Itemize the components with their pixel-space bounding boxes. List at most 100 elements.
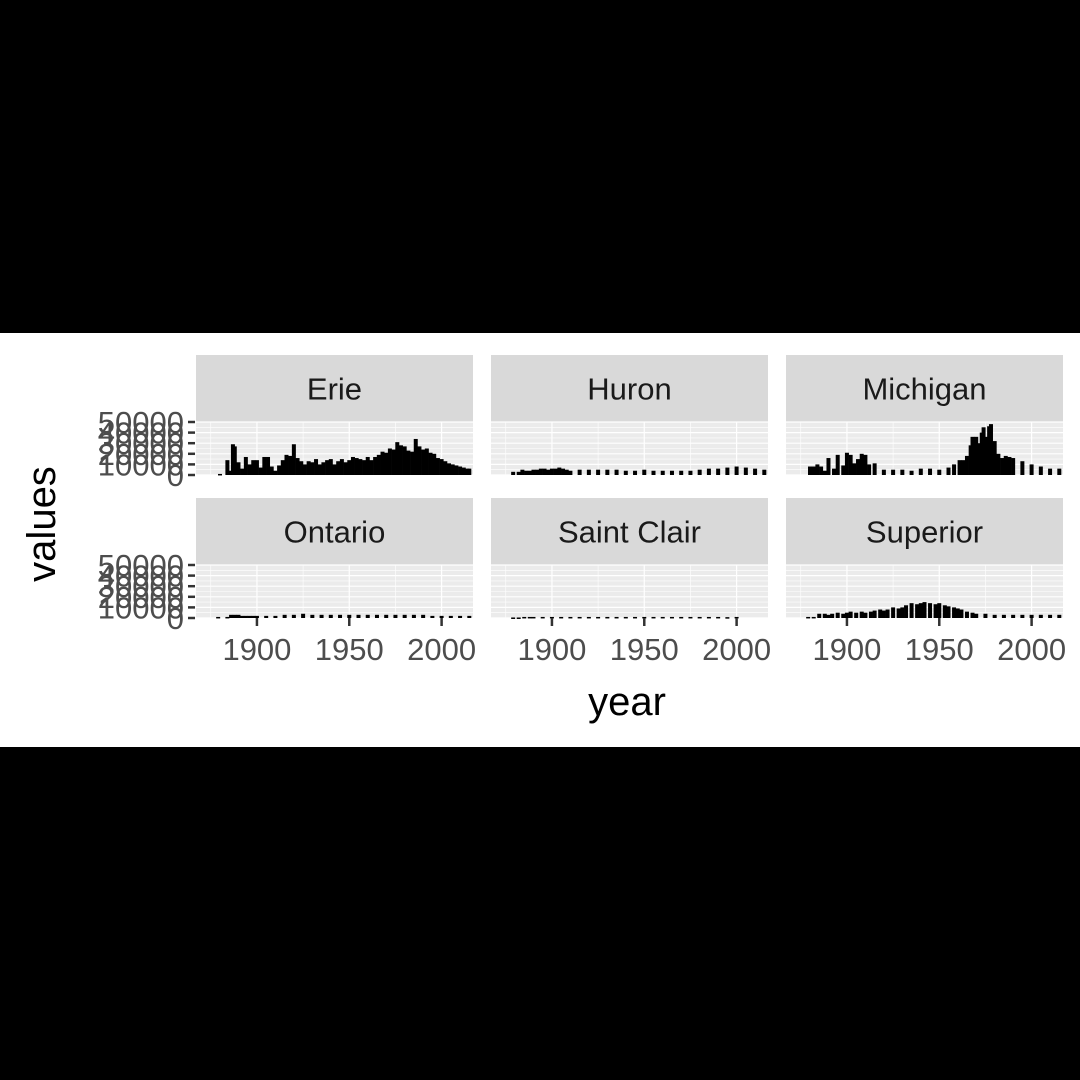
- bar: [454, 465, 459, 475]
- x-axis-col-3: 1900 1950 2000: [812, 618, 1066, 667]
- bar: [432, 453, 437, 475]
- gridlines: [491, 564, 768, 619]
- bar: [302, 464, 307, 475]
- bar: [559, 616, 564, 619]
- bars-erie: [218, 438, 472, 476]
- bar: [688, 616, 693, 619]
- y-tick-label: 20000: [98, 580, 184, 615]
- bar: [651, 470, 656, 475]
- bar: [900, 469, 905, 475]
- bar: [243, 615, 248, 618]
- bar: [273, 615, 278, 618]
- bar: [964, 455, 969, 475]
- bar: [835, 454, 840, 475]
- bar: [815, 464, 820, 475]
- bar: [679, 470, 684, 475]
- bar: [448, 615, 453, 618]
- bars-huron: [511, 466, 767, 475]
- bar: [868, 611, 873, 618]
- bar: [844, 612, 849, 618]
- bar: [258, 467, 263, 475]
- bar: [369, 460, 374, 475]
- bar: [669, 470, 674, 475]
- bar: [605, 469, 610, 475]
- bar: [277, 465, 282, 475]
- bar: [251, 615, 256, 618]
- bar: [413, 438, 418, 475]
- bar: [937, 603, 942, 618]
- bar: [952, 607, 957, 618]
- bar: [642, 469, 647, 475]
- bars-saint-clair: [511, 616, 739, 619]
- y-tick-label: 0: [167, 458, 184, 493]
- bar: [380, 451, 385, 475]
- bar: [406, 450, 411, 475]
- y-tick-label: 30000: [98, 426, 184, 461]
- bar: [557, 467, 562, 475]
- bar: [467, 468, 472, 475]
- bar: [264, 615, 269, 618]
- bar: [872, 463, 877, 475]
- bar: [900, 607, 905, 618]
- bar: [306, 461, 311, 475]
- x-tick-label: 1950: [610, 632, 679, 667]
- bar: [282, 614, 287, 618]
- x-tick-label: 1900: [812, 632, 881, 667]
- x-tick-label: 2000: [997, 632, 1066, 667]
- bar: [458, 615, 463, 618]
- bar: [826, 458, 831, 475]
- bar: [347, 614, 352, 618]
- bar: [808, 466, 813, 475]
- bar: [218, 473, 223, 476]
- bar: [338, 614, 343, 618]
- bar: [633, 616, 638, 619]
- bar: [376, 454, 381, 475]
- bar: [1038, 466, 1043, 475]
- y-tick-label: 0: [167, 601, 184, 636]
- bars-ontario: [216, 613, 472, 619]
- x-tick-label: 2000: [702, 632, 771, 667]
- y-tick-label: 40000: [98, 416, 184, 451]
- bar: [909, 470, 914, 475]
- bar: [421, 614, 426, 618]
- bar: [247, 464, 252, 475]
- bar: [542, 468, 547, 475]
- bar: [835, 612, 840, 618]
- bar: [428, 452, 433, 475]
- bar: [716, 468, 721, 475]
- bar: [310, 462, 315, 475]
- bar: [424, 448, 429, 475]
- facet-michigan: Michigan: [786, 355, 1063, 476]
- bar: [450, 464, 455, 475]
- bar: [1029, 614, 1034, 618]
- bar: [964, 611, 969, 618]
- bar: [240, 615, 245, 618]
- y-tick-label: 20000: [98, 437, 184, 472]
- bar: [461, 467, 466, 475]
- bar: [928, 468, 933, 475]
- bar: [520, 469, 525, 475]
- bar: [867, 464, 872, 475]
- bar: [885, 609, 890, 618]
- faceted-chart: Erie Huron Michigan Ontario Saint Clair Super…: [20, 355, 1066, 724]
- bar: [538, 468, 543, 475]
- bar: [904, 605, 909, 618]
- x-tick-label: 1900: [517, 632, 586, 667]
- bar: [854, 612, 859, 618]
- bar: [317, 464, 322, 475]
- bar: [561, 468, 566, 475]
- bar: [288, 455, 293, 475]
- bar: [896, 608, 901, 618]
- bar: [605, 616, 610, 619]
- bar: [918, 603, 923, 618]
- bar: [841, 613, 846, 618]
- bar: [343, 462, 348, 475]
- bar: [614, 469, 619, 475]
- bar: [596, 469, 601, 475]
- facet-strip-erie: [196, 355, 473, 422]
- bars-michigan: [808, 424, 1062, 475]
- bar: [863, 612, 868, 618]
- bar: [421, 449, 426, 475]
- bar: [848, 611, 853, 618]
- bar: [1020, 461, 1025, 475]
